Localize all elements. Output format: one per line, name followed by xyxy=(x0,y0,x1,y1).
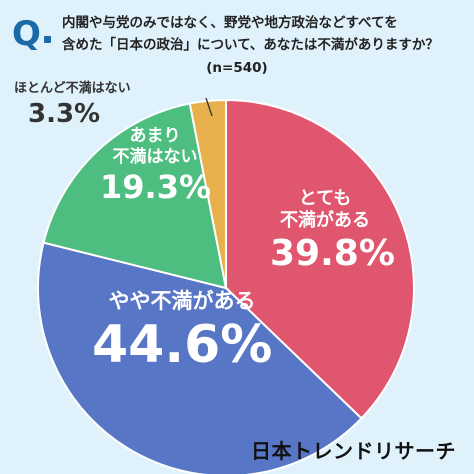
slice-label-line1: ほとんど不満はない xyxy=(14,81,131,96)
question-line-1: 内閣や与党のみではなく、野党や地方政治などすべてを xyxy=(62,15,398,31)
slice-value: 3.3% xyxy=(28,99,101,129)
brand-logo: 日本トレンドリサーチ xyxy=(251,439,456,463)
slice-label-line1: とても xyxy=(298,188,352,209)
sample-size: (n=540) xyxy=(206,60,268,76)
slice-label-somewhat-dissatisfied: やや不満がある 44.6% xyxy=(92,288,272,376)
slice-label-very-dissatisfied: とても 不満がある 39.8% xyxy=(270,188,395,276)
slice-not-very-dissatisfied xyxy=(42,102,228,290)
slice-value: 19.3% xyxy=(100,168,212,206)
leader-line xyxy=(205,97,213,117)
question-dot xyxy=(44,36,51,43)
slice-label-line2: 不満はない xyxy=(112,147,198,167)
question-line-2: 含めた「日本の政治」について、あなたは不満がありますか？ xyxy=(62,37,439,53)
slice-very-dissatisfied xyxy=(225,98,415,420)
slice-value: 44.6% xyxy=(92,315,273,375)
slice-label-line1: あまり xyxy=(129,126,181,146)
slice-hardly-dissatisfied xyxy=(188,98,227,289)
slice-somewhat-dissatisfied xyxy=(37,241,363,474)
question-text: 内閣や与党のみではなく、野党や地方政治などすべてを 含めた「日本の政治」について… xyxy=(62,12,470,56)
slice-label-line2: 不満がある xyxy=(280,210,370,231)
slice-label-line1: やや不満がある xyxy=(108,289,256,313)
question-mark-icon: Q xyxy=(12,14,41,54)
slice-value: 39.8% xyxy=(270,233,395,274)
slice-label-not-very-dissatisfied: あまり 不満はない 19.3% xyxy=(100,126,212,206)
slice-label-hardly-dissatisfied: ほとんど不満はない 3.3% xyxy=(14,80,164,130)
